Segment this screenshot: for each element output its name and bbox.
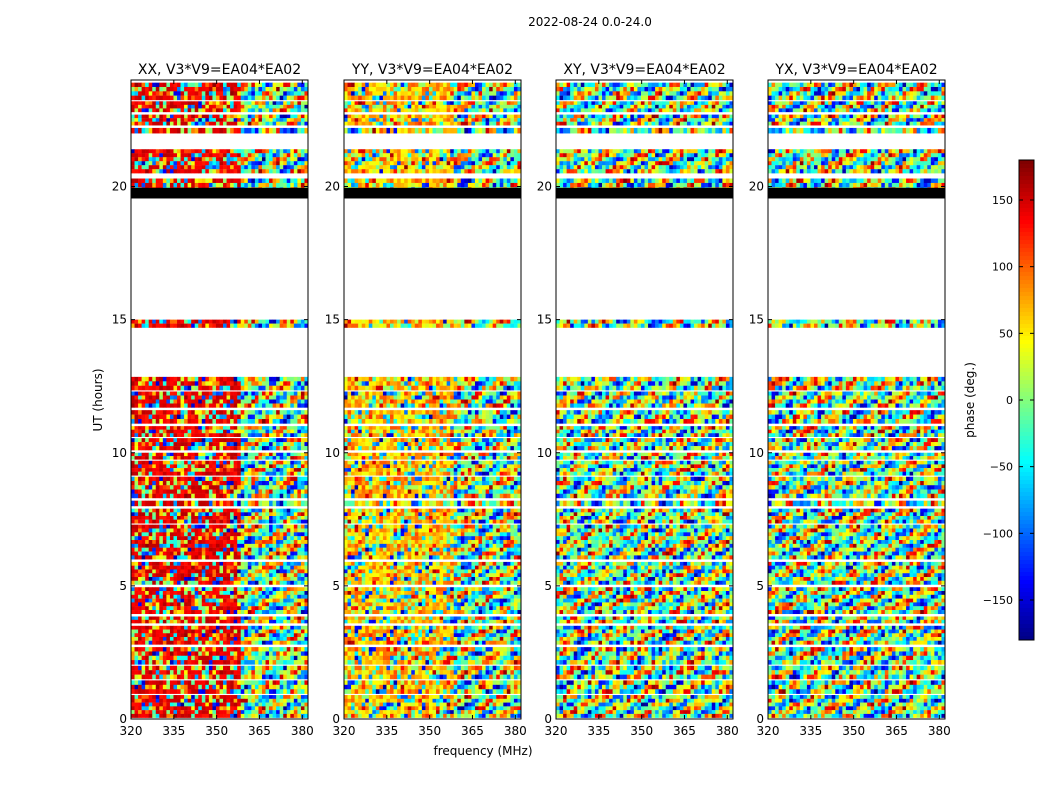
panel-1: YY, V3*V9=EA04*EA02 320 335 350 365 380 0 5 10 15… [325,62,527,738]
y-tick-label: 20 [112,180,127,194]
y-tick-label: 15 [325,313,340,327]
panel-title: YY, V3*V9=EA04*EA02 [351,62,513,78]
plot-frame [343,79,522,720]
x-tick-label: 350 [630,724,653,738]
x-tick-label: 350 [842,724,865,738]
y-tick-label: 20 [749,180,764,194]
x-tick-label: 365 [673,724,696,738]
plot-frame [130,79,309,720]
panel-title: XX, V3*V9=EA04*EA02 [138,62,301,78]
phase-heatmap [556,82,734,718]
y-tick-label: 0 [756,712,764,726]
x-tick-label: 335 [162,724,185,738]
y-tick-label: 0 [119,712,127,726]
x-axis-label: frequency (MHz) [433,744,532,758]
panel-title: XY, V3*V9=EA04*EA02 [563,62,725,78]
colorbar-tick-label: 0 [1006,394,1013,407]
panel-3: YX, V3*V9=EA04*EA02 320 335 350 365 380 0 5 10 15… [749,62,951,738]
y-tick-label: 10 [112,446,127,460]
y-tick-label: 0 [332,712,340,726]
x-tick-label: 320 [757,724,780,738]
x-tick-label: 380 [928,724,951,738]
y-tick-label: 15 [112,313,127,327]
colorbar: 150 100 50 0 −50 −100 −150 [983,159,1035,641]
y-tick-label: 5 [119,579,127,593]
y-tick-label: 5 [332,579,340,593]
x-tick-label: 335 [587,724,610,738]
colorbar-tick-label: −150 [983,594,1013,607]
y-tick-label: 0 [544,712,552,726]
colorbar-label: phase (deg.) [963,362,977,438]
x-tick-label: 335 [799,724,822,738]
y-tick-label: 10 [325,446,340,460]
y-tick-label: 20 [325,180,340,194]
y-tick-label: 15 [537,313,552,327]
x-tick-label: 320 [120,724,143,738]
panel-2: XY, V3*V9=EA04*EA02 320 335 350 365 380 0 5 10 15… [537,62,739,738]
figure-suptitle: 2022-08-24 0.0-24.0 [528,15,652,29]
phase-heatmap [131,82,309,718]
x-tick-label: 380 [291,724,314,738]
y-tick-label: 20 [537,180,552,194]
flagged-band [344,187,521,199]
colorbar-tick-label: −50 [990,461,1013,474]
y-tick-label: 15 [749,313,764,327]
panel-title: YX, V3*V9=EA04*EA02 [774,62,937,78]
colorbar-tick-label: 100 [992,261,1013,274]
y-tick-label: 5 [756,579,764,593]
plot-frame [767,79,946,720]
flagged-band [556,187,733,199]
phase-heatmap [768,82,946,718]
panels: XX, V3*V9=EA04*EA02 320 335 350 365 380 0 5 10 15… [112,62,951,738]
x-tick-label: 350 [205,724,228,738]
x-tick-label: 380 [716,724,739,738]
phase-heatmap [344,82,522,718]
flagged-band [131,187,308,199]
x-tick-label: 350 [418,724,441,738]
y-tick-label: 5 [544,579,552,593]
plot-frame [555,79,734,720]
colorbar-tick-label: 50 [999,327,1013,340]
x-tick-label: 365 [248,724,271,738]
x-tick-label: 365 [461,724,484,738]
colorbar-tick-label: 150 [992,194,1013,207]
x-tick-label: 365 [885,724,908,738]
y-tick-label: 10 [749,446,764,460]
panel-0: XX, V3*V9=EA04*EA02 320 335 350 365 380 0 5 10 15… [112,62,314,738]
x-tick-label: 320 [545,724,568,738]
x-tick-label: 335 [375,724,398,738]
x-tick-label: 380 [504,724,527,738]
flagged-band [768,187,945,199]
y-axis-label: UT (hours) [91,368,105,431]
colorbar-tick-label: −100 [983,527,1013,540]
x-tick-label: 320 [333,724,356,738]
y-tick-label: 10 [537,446,552,460]
